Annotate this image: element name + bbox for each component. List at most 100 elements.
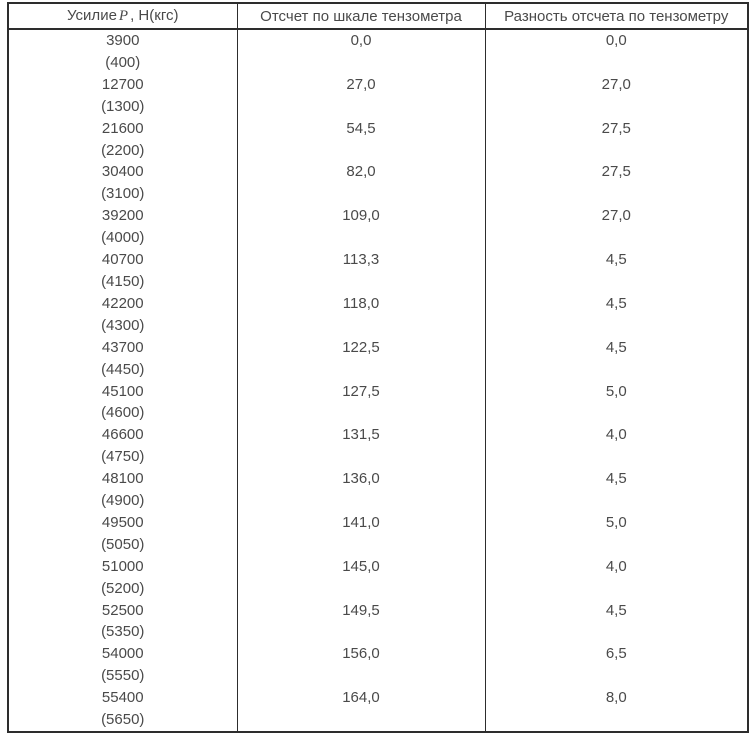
force-n-value: 12700: [101, 75, 144, 93]
force-n-value: 43700: [101, 338, 144, 356]
column-header-reading: Отсчет по шкале тензометра: [236, 3, 486, 30]
difference-cell: 4,5: [484, 292, 749, 337]
force-cell: 51000 (5200): [7, 555, 238, 600]
table-row: 51000 (5200) 145,0 4,0: [7, 555, 749, 600]
force-kgf-value: (4600): [101, 404, 145, 422]
force-n-value: 30400: [101, 163, 144, 181]
force-cell: 55400 (5650): [7, 687, 238, 732]
force-n-value: 42200: [101, 294, 144, 312]
force-kgf-value: (4300): [101, 316, 145, 334]
force-n-value: 3900: [106, 32, 140, 49]
force-cell: 42200 (4300): [7, 292, 238, 337]
table-row: 3900 (400) 0,0 0,0: [7, 29, 749, 74]
force-kgf-value: (4450): [101, 360, 145, 378]
force-n-value: 39200: [101, 207, 144, 225]
table-row: 48100 (4900) 136,0 4,5: [7, 468, 749, 512]
force-cell: 21600 (2200): [7, 117, 238, 162]
difference-cell: 4,5: [484, 336, 749, 381]
force-cell: 48100 (4900): [7, 468, 238, 512]
table-row: 39200 (4000) 109,0 27,0: [7, 205, 749, 250]
difference-cell: 4,5: [484, 599, 749, 644]
column-header-difference: Разность отсчета по тензометру: [484, 3, 749, 30]
force-n-value: 46600: [101, 426, 144, 444]
force-header-suffix: , Н(кгс): [130, 7, 179, 24]
reading-cell: 136,0: [236, 468, 486, 512]
force-n-value: 54000: [101, 645, 144, 663]
force-kgf-value: (4150): [101, 272, 145, 290]
table-row: 55400 (5650) 164,0 8,0: [7, 687, 749, 732]
force-kgf-value: (5650): [101, 711, 145, 729]
force-kgf-value: (5350): [101, 623, 145, 641]
force-n-value: 52500: [101, 601, 144, 619]
reading-cell: 122,5: [236, 336, 486, 381]
difference-cell: 5,0: [484, 380, 749, 425]
force-kgf-value: (3100): [101, 185, 145, 203]
reading-cell: 54,5: [236, 117, 486, 162]
force-kgf-value: (5200): [101, 579, 145, 597]
table-row: 12700 (1300) 27,0 27,0: [7, 73, 749, 118]
force-n-value: 49500: [101, 513, 144, 531]
force-kgf-value: (4750): [101, 448, 145, 466]
force-n-value: 48100: [101, 470, 144, 488]
reading-cell: 109,0: [236, 205, 486, 250]
difference-cell: 4,0: [484, 555, 749, 600]
force-kgf-value: (5050): [101, 535, 145, 553]
reading-cell: 149,5: [236, 599, 486, 644]
force-n-value: 51000: [101, 557, 144, 575]
reading-cell: 118,0: [236, 292, 486, 337]
difference-cell: 27,0: [484, 205, 749, 250]
table-row: 40700 (4150) 113,3 4,5: [7, 249, 749, 293]
table-row: 46600 (4750) 131,5 4,0: [7, 424, 749, 469]
table-row: 30400 (3100) 82,0 27,5: [7, 161, 749, 206]
table-row: 52500 (5350) 149,5 4,5: [7, 599, 749, 644]
force-cell: 43700 (4450): [7, 336, 238, 381]
force-n-value: 40700: [101, 251, 144, 269]
force-kgf-value: (1300): [101, 97, 145, 115]
force-n-value: 55400: [101, 689, 144, 707]
difference-cell: 5,0: [484, 511, 749, 556]
force-cell: 12700 (1300): [7, 73, 238, 118]
force-kgf-value: (4900): [101, 492, 145, 510]
table-body: 3900 (400) 0,0 0,0 12700 (1300) 27,0 27,0 21600(…: [7, 29, 749, 732]
reading-cell: 145,0: [236, 555, 486, 600]
force-header-prefix: Усилие: [67, 7, 117, 24]
force-n-value: 21600: [101, 119, 144, 137]
force-symbol-p: P: [118, 8, 129, 24]
reading-cell: 82,0: [236, 161, 486, 206]
difference-cell: 0,0: [484, 29, 749, 74]
force-cell: 39200 (4000): [7, 205, 238, 250]
difference-cell: 8,0: [484, 687, 749, 732]
difference-cell: 4,5: [484, 468, 749, 512]
force-kgf-value: (400): [105, 53, 141, 71]
reading-cell: 164,0: [236, 687, 486, 732]
force-kgf-value: (5550): [101, 667, 145, 685]
force-cell: 49500 (5050): [7, 511, 238, 556]
force-cell: 3900 (400): [7, 29, 238, 74]
reading-cell: 127,5: [236, 380, 486, 425]
difference-cell: 27,0: [484, 73, 749, 118]
difference-cell: 27,5: [484, 117, 749, 162]
force-kgf-value: (2200): [101, 141, 145, 159]
difference-cell: 6,5: [484, 643, 749, 688]
table-row: 42200 (4300) 118,0 4,5: [7, 292, 749, 337]
force-kgf-value: (4000): [101, 229, 145, 247]
difference-cell: 27,5: [484, 161, 749, 206]
reading-cell: 131,5: [236, 424, 486, 469]
force-cell: 40700 (4150): [7, 249, 238, 293]
table-row: 43700 (4450) 122,5 4,5: [7, 336, 749, 381]
table-row: 54000 (5550) 156,0 6,5: [7, 643, 749, 688]
table-row: 21600 (2200) 54,5 27,5: [7, 117, 749, 162]
force-cell: 30400 (3100): [7, 161, 238, 206]
reading-cell: 27,0: [236, 73, 486, 118]
reading-cell: 0,0: [236, 29, 486, 74]
difference-cell: 4,0: [484, 424, 749, 469]
reading-cell: 156,0: [236, 643, 486, 688]
reading-cell: 141,0: [236, 511, 486, 556]
table-header: Усилие P, Н(кгс) Отсчет по шкале тензомет…: [7, 3, 749, 30]
table-row: 45100 (4600) 127,5 5,0: [7, 380, 749, 425]
force-cell: 45100 (4600): [7, 380, 238, 425]
reading-cell: 113,3: [236, 249, 486, 293]
force-cell: 46600 (4750): [7, 424, 238, 469]
tensometer-table: Усилие P, Н(кгс) Отсчет по шкале тензомет…: [7, 2, 749, 733]
